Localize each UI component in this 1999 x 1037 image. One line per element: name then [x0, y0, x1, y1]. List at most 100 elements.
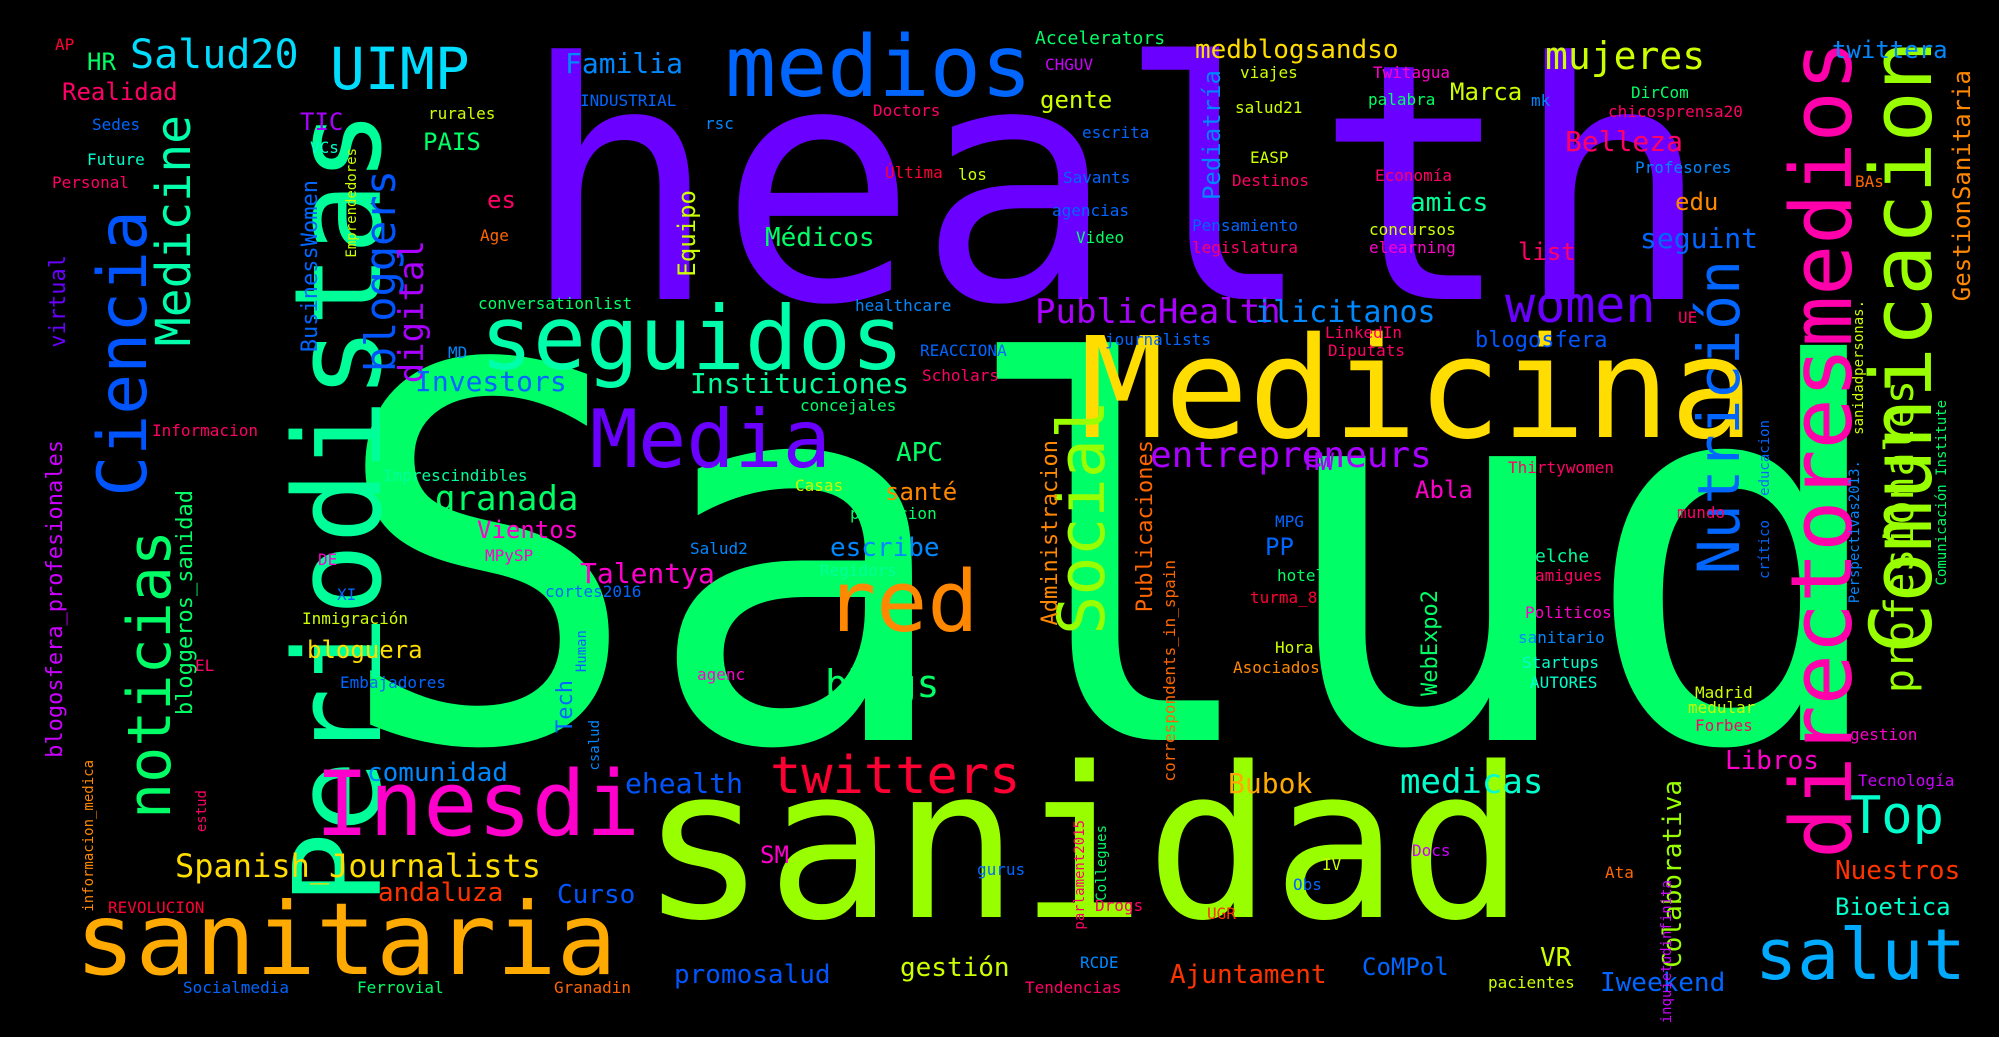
word-promocion: promocion — [850, 504, 937, 523]
word-sanitaria: sanitaria — [75, 881, 617, 998]
word-healthcare: healthcare — [855, 296, 952, 315]
word-sanitario: sanitario — [1518, 628, 1605, 647]
word-twitters: twitters — [770, 746, 1021, 806]
word-inquietudinfinita: inquietudinfinita — [1659, 880, 1675, 1024]
word-media: Media — [590, 393, 831, 486]
word-informacion: Informacion — [152, 421, 258, 440]
word-entrepreneurs: entrepreneurs — [1150, 435, 1432, 476]
word-correspondents-in-spain: correspondents_in_spain — [1160, 560, 1179, 782]
word-compol: CoMPol — [1362, 953, 1449, 981]
word-gente: gente — [1040, 86, 1113, 114]
word-bioetica: Bioetica — [1835, 893, 1951, 921]
word-salud: Salud — [330, 257, 1896, 863]
word-docs: Docs — [1412, 841, 1451, 860]
word-madrid: Madrid — [1695, 683, 1753, 702]
word-curso: Curso — [557, 880, 636, 910]
word-forbes: Forbes — [1695, 716, 1753, 735]
word-turma-8: turma_8 — [1250, 588, 1318, 607]
word-imprescindibles: Imprescindibles — [383, 466, 528, 485]
word-parlament2015: parlament2015 — [1072, 820, 1088, 930]
word-iv: IV — [1322, 855, 1342, 874]
word-chguv: CHGUV — [1045, 55, 1094, 74]
word-elearning: elearning — [1369, 238, 1456, 257]
word-medicina: Medicina — [1080, 308, 1755, 471]
word-embajadores: Embajadores — [340, 673, 446, 692]
word-emprendedores: Emprendedores — [344, 148, 360, 258]
word-elche: elche — [1535, 546, 1590, 567]
word-xi: XI — [337, 585, 357, 604]
word-autores: AUTORES — [1530, 673, 1598, 692]
word-concursos: concursos — [1369, 220, 1456, 239]
word-vcs: VCs — [310, 138, 339, 157]
word-ultima: Última — [885, 163, 943, 182]
word-publicaciones: Publicaciones — [1133, 440, 1158, 613]
word-industrial: INDUSTRIAL — [580, 91, 677, 110]
word-gestion: gestion — [1850, 725, 1918, 744]
word-twitagua: Twitagua — [1373, 63, 1451, 82]
word-savants: Savants — [1063, 168, 1131, 187]
word-list: list — [1518, 238, 1576, 266]
word-vientos: Vientos — [477, 516, 579, 544]
word-inmigracion: Inmigración — [302, 609, 408, 628]
word-blogosfera: blogosfera — [1475, 328, 1608, 353]
word-comunidad: comunidad — [367, 758, 508, 788]
word-nutricion: Nutrición — [1685, 260, 1753, 575]
word-ata: Ata — [1605, 863, 1634, 882]
word-casas: Casas — [795, 476, 844, 495]
word-linkedin: LinkedIn — [1325, 323, 1403, 342]
word-sm: SM — [760, 841, 789, 869]
word-human: Human — [574, 630, 590, 673]
word-seguidos: seguidos — [480, 287, 904, 390]
word-gestionsanitaria: GestionSanitaria — [1948, 70, 1976, 302]
word-ehealth: ehealth — [625, 767, 744, 800]
word-edu: edu — [1675, 188, 1719, 216]
word-digital: digital — [392, 240, 432, 384]
word-conversationlist: conversationlist — [478, 294, 633, 313]
word-women: women — [1505, 276, 1656, 334]
word-apc: APC — [896, 438, 943, 468]
word-pensamiento: Pensamiento — [1192, 216, 1298, 235]
word-doctors: Doctors — [873, 101, 941, 120]
word-bloggeros-sanidad: bloggeros_sanidad — [173, 490, 198, 716]
word-dircom: DirCom — [1631, 83, 1689, 102]
word-thirtywomen: Thirtywomen — [1508, 458, 1614, 477]
word-critico: crítico — [1757, 520, 1773, 580]
word-journalists: journalists — [1105, 330, 1211, 349]
word-medios: medios — [725, 18, 1033, 117]
word-bas: BAs — [1855, 172, 1884, 191]
word-age: Age — [480, 226, 509, 245]
word-informacion-medica: informacion_medica — [81, 760, 97, 912]
word-mujeres: mujeres — [1545, 34, 1706, 78]
word-medicine: Medicine — [146, 115, 202, 347]
word-gurus: gurus — [977, 860, 1026, 879]
word-blogs: blogs — [825, 662, 940, 706]
word-legislatura: legislatura — [1192, 238, 1298, 257]
word-virtual: virtual — [46, 255, 71, 348]
word-seguint: seguint — [1640, 222, 1759, 255]
word-medicas: medicas — [1400, 762, 1544, 802]
word-salut: salut — [1755, 914, 1966, 996]
word-inesdi: Inesdi — [315, 752, 641, 857]
word-agencias: agencias — [1052, 201, 1130, 220]
word-red: red — [825, 553, 979, 652]
word-asociados: Asociados — [1233, 658, 1320, 677]
word-ilicitanos: ilicitanos — [1255, 295, 1436, 330]
word-perspectivas2013: Perspectivas2013. — [1847, 460, 1863, 604]
word-investors: Investors — [415, 365, 567, 398]
word-andaluza: andaluza — [378, 878, 504, 908]
word-personal: Personal — [52, 173, 130, 192]
word-hr: HR — [87, 48, 116, 76]
word-iweekend: Iweekend — [1600, 968, 1726, 998]
word-collegues: Collegues — [1094, 825, 1110, 901]
word-accelerators: Accelerators — [1035, 28, 1166, 49]
word-equipo: Equipo — [673, 190, 701, 277]
word-regidors: Regidors — [820, 561, 898, 580]
word-future: Future — [87, 150, 145, 169]
word-libros: Libros — [1725, 746, 1819, 776]
word-abla: Abla — [1415, 476, 1473, 504]
word-pacientes: pacientes — [1488, 973, 1575, 992]
word-hora: Hora — [1275, 638, 1314, 657]
word-drogs: Drogs — [1095, 896, 1144, 915]
word-sanidad: sanidad — [640, 722, 1526, 967]
